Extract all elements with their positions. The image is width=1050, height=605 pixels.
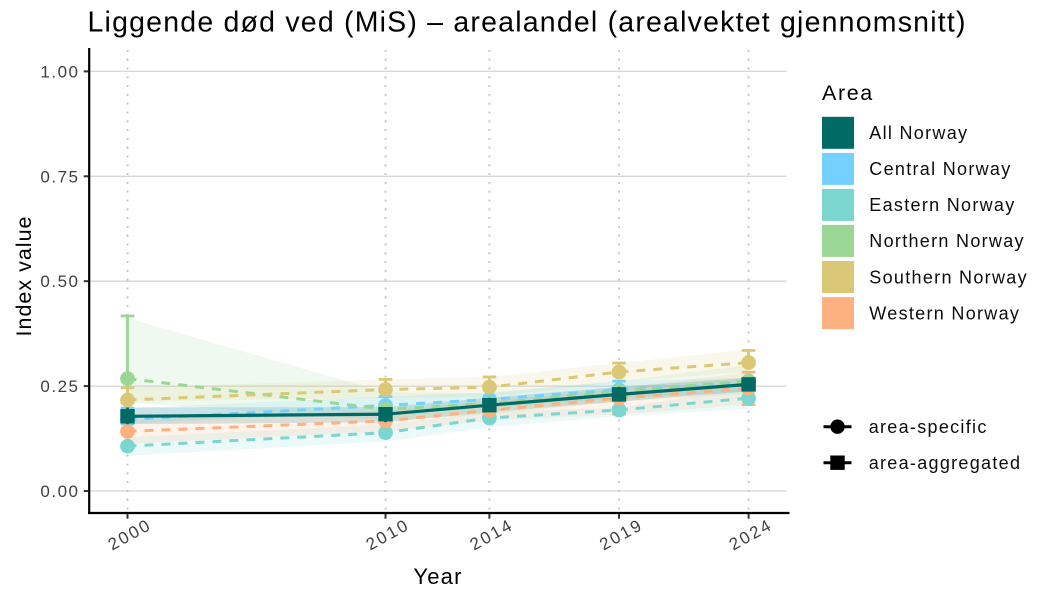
- svg-text:Southern Norway: Southern Norway: [869, 267, 1028, 287]
- svg-text:Western Norway: Western Norway: [869, 303, 1020, 323]
- svg-text:Northern Norway: Northern Norway: [869, 231, 1025, 251]
- svg-text:Year: Year: [413, 564, 462, 589]
- svg-text:Central Norway: Central Norway: [869, 159, 1011, 179]
- svg-text:0.50: 0.50: [40, 272, 79, 291]
- svg-text:Area: Area: [822, 81, 874, 105]
- svg-text:Liggende død ved (MiS) – areal: Liggende død ved (MiS) – arealandel (are…: [88, 7, 967, 39]
- svg-text:0.25: 0.25: [40, 377, 79, 396]
- svg-text:0.75: 0.75: [40, 167, 79, 186]
- svg-text:Index value: Index value: [12, 216, 36, 337]
- svg-text:area-specific: area-specific: [869, 417, 988, 437]
- svg-text:0.00: 0.00: [40, 482, 79, 501]
- svg-text:Eastern Norway: Eastern Norway: [869, 195, 1015, 215]
- svg-text:1.00: 1.00: [40, 62, 79, 81]
- svg-text:All Norway: All Norway: [869, 123, 968, 143]
- svg-text:area-aggregated: area-aggregated: [869, 453, 1022, 473]
